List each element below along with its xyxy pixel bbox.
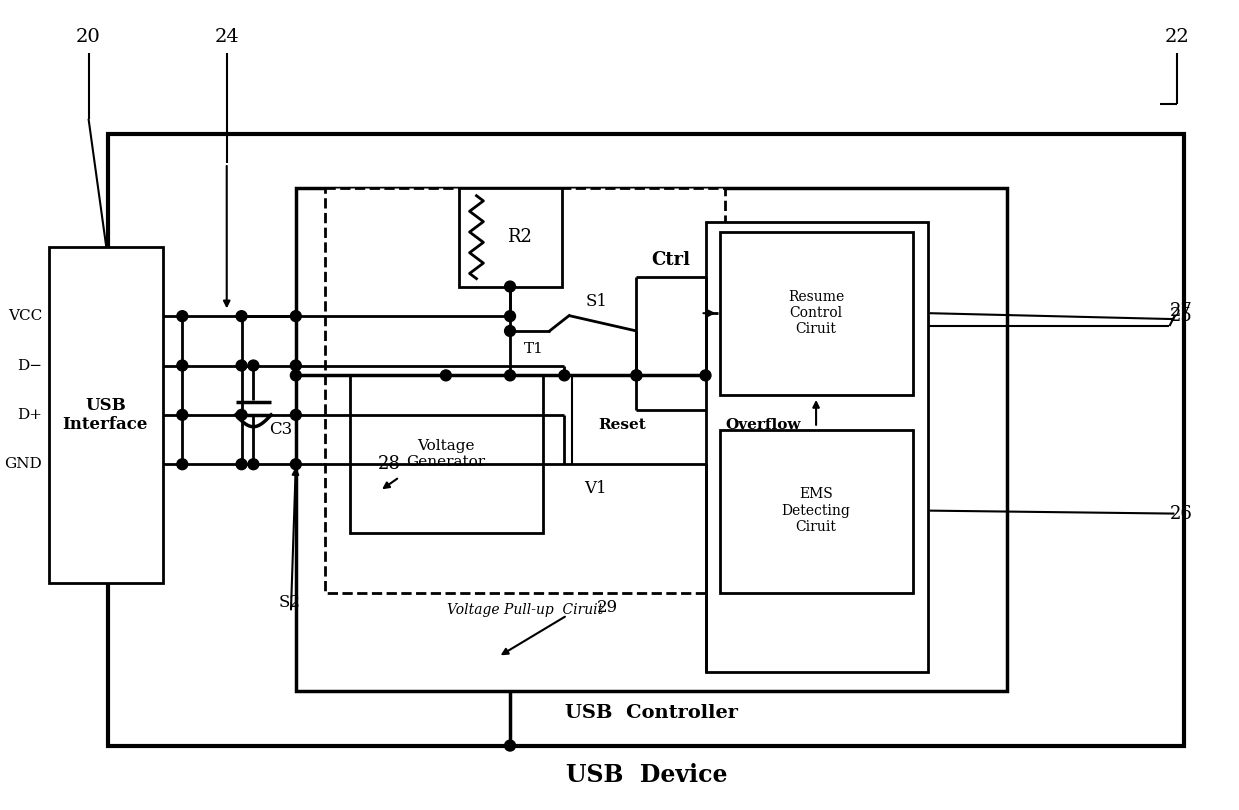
Text: 25: 25 (1170, 307, 1193, 325)
Circle shape (237, 360, 247, 371)
Text: R2: R2 (508, 228, 533, 246)
Text: Reset: Reset (598, 418, 647, 432)
Text: Overflow: Overflow (725, 418, 800, 432)
Bar (296, 188, 1006, 691)
Circle shape (504, 281, 515, 292)
Circle shape (504, 370, 515, 381)
Circle shape (177, 458, 188, 470)
Circle shape (559, 370, 570, 381)
Circle shape (290, 370, 301, 381)
Circle shape (504, 740, 515, 751)
Text: S2: S2 (279, 594, 301, 611)
Text: 24: 24 (214, 28, 239, 46)
Circle shape (290, 360, 301, 371)
Text: 20: 20 (76, 28, 100, 46)
Text: C3: C3 (269, 421, 292, 438)
Circle shape (177, 311, 188, 322)
Circle shape (290, 311, 301, 322)
Text: EMS
Detecting
Ciruit: EMS Detecting Ciruit (782, 488, 850, 534)
Text: 22: 22 (1165, 28, 1189, 46)
Text: D+: D+ (17, 408, 42, 422)
Circle shape (248, 360, 259, 371)
Text: USB
Interface: USB Interface (63, 397, 147, 433)
Bar (458, 188, 563, 287)
Text: Resume
Control
Ciruit: Resume Control Ciruit (788, 290, 844, 336)
Bar (705, 223, 928, 671)
Circle shape (237, 458, 247, 470)
Text: V1: V1 (584, 480, 607, 497)
Circle shape (177, 360, 188, 371)
Bar (108, 134, 1184, 745)
Bar (351, 375, 543, 533)
Circle shape (290, 409, 301, 420)
Text: USB  Device: USB Device (565, 763, 727, 787)
Circle shape (440, 370, 451, 381)
Text: Ctrl: Ctrl (652, 251, 690, 269)
Text: VCC: VCC (7, 309, 42, 323)
Circle shape (631, 370, 642, 381)
Circle shape (237, 311, 247, 322)
Bar (720, 232, 913, 395)
Circle shape (700, 370, 711, 381)
Text: Voltage
Generator: Voltage Generator (406, 439, 486, 470)
Text: 29: 29 (597, 599, 618, 616)
Bar (326, 188, 725, 593)
Bar (50, 247, 162, 582)
Text: 28: 28 (378, 455, 401, 473)
Text: GND: GND (5, 457, 42, 471)
Circle shape (177, 409, 188, 420)
Circle shape (504, 311, 515, 322)
Text: USB  Controller: USB Controller (565, 704, 737, 722)
Text: T1: T1 (524, 342, 544, 356)
Bar (720, 429, 913, 593)
Text: 26: 26 (1170, 505, 1193, 522)
Text: 27: 27 (1170, 302, 1193, 320)
Circle shape (290, 458, 301, 470)
Text: S1: S1 (586, 293, 608, 310)
Text: Voltage Pull-up  Ciruit: Voltage Pull-up Ciruit (447, 603, 603, 617)
Circle shape (237, 409, 247, 420)
Circle shape (631, 370, 642, 381)
Circle shape (248, 458, 259, 470)
Text: D−: D− (17, 359, 42, 373)
Circle shape (504, 326, 515, 336)
